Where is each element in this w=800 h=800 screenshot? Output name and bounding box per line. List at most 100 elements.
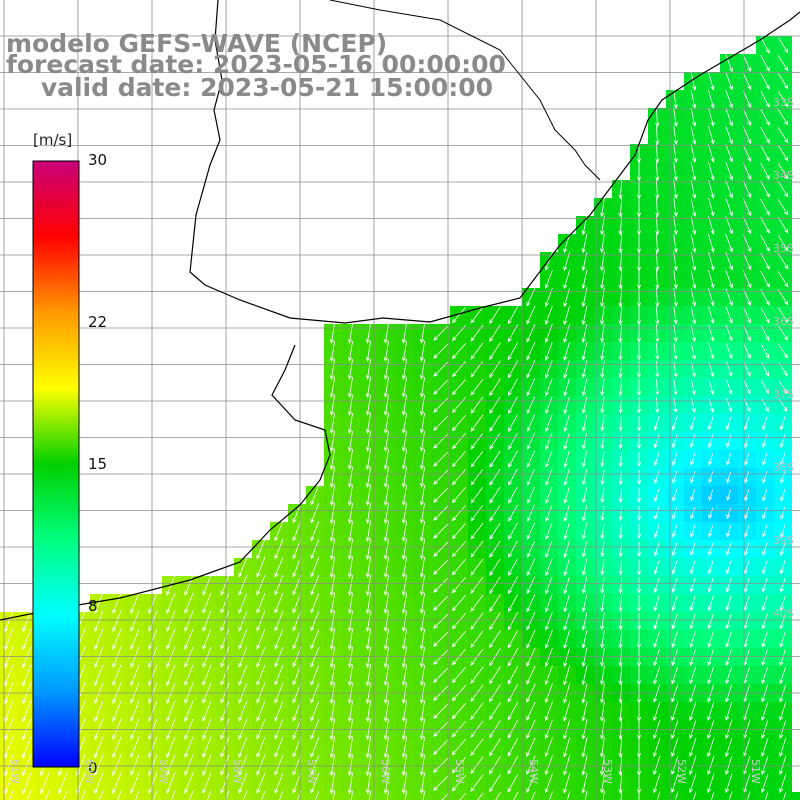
wind-arrow <box>760 72 770 90</box>
wind-arrow <box>689 719 697 740</box>
wind-arrow <box>329 556 335 579</box>
wind-arrow <box>489 432 501 450</box>
wind-arrow <box>148 610 158 632</box>
wind-arrow <box>433 505 449 521</box>
wind-arrow <box>310 557 320 578</box>
wind-cell <box>540 792 558 800</box>
wind-arrow <box>742 126 752 145</box>
wind-cell <box>36 792 54 800</box>
wind-arrow <box>563 701 571 722</box>
wind-arrow <box>725 631 732 648</box>
wind-arrow <box>762 452 768 466</box>
wind-arrow <box>618 630 623 649</box>
wind-arrow <box>581 647 588 668</box>
wind-arrow <box>673 125 678 146</box>
wind-arrow <box>655 143 660 164</box>
wind-arrow <box>401 520 407 543</box>
wind-arrow <box>329 664 335 687</box>
wind-cell <box>594 792 612 800</box>
wind-cell <box>792 792 800 800</box>
wind-arrow <box>761 737 769 757</box>
wind-arrow <box>256 611 266 632</box>
wind-arrow <box>310 593 320 614</box>
wind-arrow <box>470 702 484 720</box>
wind-arrow <box>760 198 770 216</box>
wind-cell <box>468 792 486 800</box>
wind-arrow <box>707 595 714 611</box>
wind-arrow <box>654 488 660 503</box>
wind-arrow <box>451 649 466 666</box>
wind-arrow <box>726 379 733 395</box>
wind-arrow <box>600 415 605 432</box>
wind-arrow <box>62 790 68 800</box>
wind-arrow <box>600 647 605 668</box>
wind-arrow <box>545 594 553 613</box>
wind-arrow <box>545 540 553 558</box>
wind-arrow <box>526 576 536 595</box>
wind-arrow <box>777 55 789 72</box>
wind-arrow <box>256 718 266 740</box>
wind-arrow <box>655 197 660 218</box>
wind-arrow <box>347 520 353 543</box>
wind-arrow <box>708 361 715 378</box>
wind-arrow <box>419 610 425 632</box>
wind-arrow <box>470 342 484 360</box>
wind-arrow <box>22 772 32 795</box>
wind-arrow <box>495 792 501 800</box>
wind-arrow <box>419 377 425 398</box>
wind-arrow <box>725 234 733 253</box>
wind-arrow <box>508 450 518 468</box>
wind-arrow <box>184 592 194 614</box>
wind-arrow <box>725 613 732 630</box>
wind-arrow <box>653 560 660 575</box>
wind-arrow <box>725 701 733 721</box>
wind-arrow <box>690 434 696 449</box>
wind-arrow <box>742 198 752 217</box>
wind-arrow <box>636 488 642 503</box>
wind-arrow <box>202 664 212 686</box>
wind-arrow <box>112 592 122 614</box>
wind-arrow <box>419 700 425 723</box>
wind-arrow <box>760 36 770 54</box>
wind-arrow <box>777 217 789 234</box>
wind-arrow <box>130 610 140 632</box>
wind-arrow <box>94 718 104 741</box>
wind-arrow <box>708 525 714 538</box>
wind-arrow <box>726 525 732 538</box>
wind-arrow <box>433 631 449 647</box>
wind-arrow <box>220 718 230 740</box>
wind-arrow <box>347 538 353 561</box>
wind-arrow <box>780 434 786 449</box>
wind-arrow <box>654 452 660 467</box>
wind-arrow <box>508 396 518 415</box>
wind-arrow <box>347 502 353 525</box>
wind-cell <box>702 792 720 800</box>
wind-arrow <box>4 646 14 669</box>
wind-cell <box>162 792 180 800</box>
wind-arrow <box>563 612 570 631</box>
wind-arrow <box>744 525 750 538</box>
wind-arrow <box>112 664 122 687</box>
wind-arrow <box>310 485 320 506</box>
wind-arrow <box>433 469 449 485</box>
wind-arrow <box>600 737 605 758</box>
wind-arrow <box>744 471 750 484</box>
wind-arrow <box>708 233 715 253</box>
wind-arrow <box>563 269 571 290</box>
wind-arrow <box>433 739 449 755</box>
wind-arrow <box>508 504 518 522</box>
wind-arrow <box>383 466 389 489</box>
wind-arrow <box>451 523 466 540</box>
wind-arrow <box>654 506 660 521</box>
wind-arrow <box>690 471 696 484</box>
wind-arrow <box>526 468 535 486</box>
wind-arrow <box>401 754 407 777</box>
wind-arrow <box>780 506 786 520</box>
wind-arrow <box>526 342 536 361</box>
wind-arrow <box>761 666 769 685</box>
wind-arrow <box>689 595 696 611</box>
wind-arrow <box>310 719 320 740</box>
wind-arrow <box>419 772 425 795</box>
wind-arrow <box>725 648 732 666</box>
wind-arrow <box>743 306 751 324</box>
